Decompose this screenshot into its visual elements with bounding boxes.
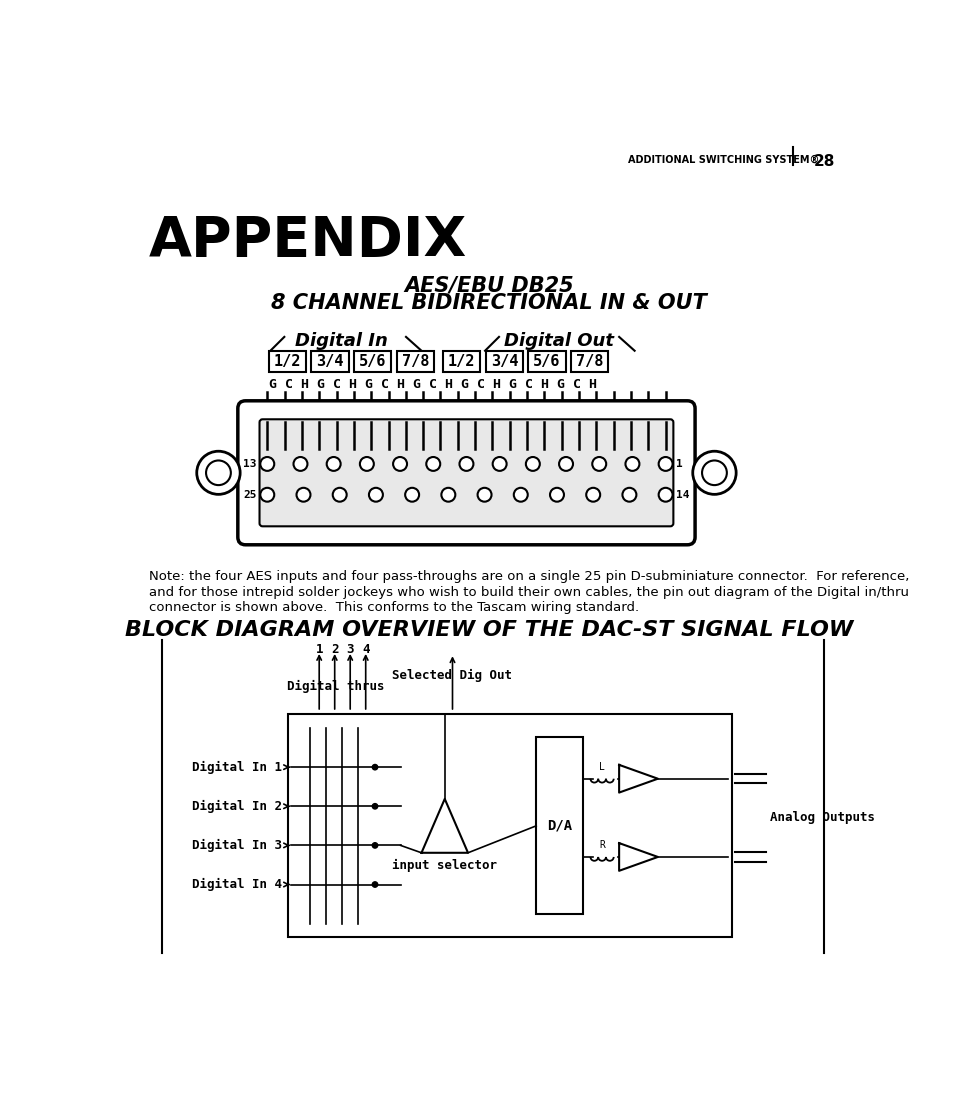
Circle shape	[326, 457, 340, 470]
Text: Digital In 4: Digital In 4	[192, 878, 282, 891]
Text: 4: 4	[361, 642, 369, 655]
Text: 3: 3	[346, 642, 354, 655]
Circle shape	[369, 488, 382, 501]
Bar	[536, 737, 582, 914]
Text: and for those intrepid solder jockeys who wish to build their own cables, the pi: and for those intrepid solder jockeys wh…	[149, 586, 908, 599]
Circle shape	[441, 488, 455, 501]
Circle shape	[459, 457, 473, 470]
Circle shape	[621, 488, 636, 501]
Text: 7/8: 7/8	[401, 354, 429, 369]
Circle shape	[405, 488, 418, 501]
Text: R: R	[598, 840, 604, 850]
Text: L: L	[598, 762, 604, 772]
FancyBboxPatch shape	[259, 420, 673, 526]
Circle shape	[393, 457, 407, 470]
Circle shape	[592, 457, 605, 470]
Text: 13: 13	[243, 459, 256, 469]
Text: 3/4: 3/4	[490, 354, 517, 369]
Circle shape	[514, 488, 527, 501]
Text: 1/2: 1/2	[448, 354, 475, 369]
Polygon shape	[618, 844, 658, 871]
Text: 8 CHANNEL BIDIRECTIONAL IN & OUT: 8 CHANNEL BIDIRECTIONAL IN & OUT	[271, 293, 706, 313]
Circle shape	[372, 765, 377, 769]
Circle shape	[701, 461, 726, 485]
Circle shape	[196, 452, 240, 495]
Text: 3/4: 3/4	[316, 354, 343, 369]
Circle shape	[692, 452, 736, 495]
Circle shape	[525, 457, 539, 470]
Circle shape	[658, 457, 672, 470]
Circle shape	[260, 488, 274, 501]
Circle shape	[585, 488, 599, 501]
Text: 2: 2	[331, 642, 338, 655]
Circle shape	[359, 457, 374, 470]
Polygon shape	[618, 765, 658, 793]
Text: AES/EBU DB25: AES/EBU DB25	[404, 276, 573, 296]
Circle shape	[477, 488, 491, 501]
Text: 28: 28	[813, 154, 834, 169]
FancyBboxPatch shape	[485, 351, 522, 372]
Text: Digital In 1: Digital In 1	[192, 761, 282, 774]
Circle shape	[372, 882, 377, 887]
Text: Digital thrus: Digital thrus	[287, 681, 385, 693]
Text: 1/2: 1/2	[274, 354, 301, 369]
Circle shape	[206, 461, 231, 485]
Text: 5/6: 5/6	[533, 354, 560, 369]
FancyBboxPatch shape	[237, 401, 695, 545]
Text: ADDITIONAL SWITCHING SYSTEM®: ADDITIONAL SWITCHING SYSTEM®	[627, 154, 819, 165]
Text: G C H G C H G C H G C H G C H G C H G C H: G C H G C H G C H G C H G C H G C H G C …	[269, 379, 597, 392]
FancyBboxPatch shape	[443, 351, 480, 372]
Text: BLOCK DIAGRAM OVERVIEW OF THE DAC-ST SIGNAL FLOW: BLOCK DIAGRAM OVERVIEW OF THE DAC-ST SIG…	[125, 620, 852, 640]
Circle shape	[558, 457, 573, 470]
Circle shape	[550, 488, 563, 501]
Text: Digital Out: Digital Out	[503, 331, 613, 350]
Circle shape	[294, 457, 307, 470]
Circle shape	[260, 457, 274, 470]
Text: APPENDIX: APPENDIX	[149, 214, 466, 268]
Text: connector is shown above.  This conforms to the Tascam wiring standard.: connector is shown above. This conforms …	[149, 601, 639, 614]
Text: 7/8: 7/8	[576, 354, 602, 369]
Text: Note: the four AES inputs and four pass-throughs are on a single 25 pin D-submin: Note: the four AES inputs and four pass-…	[149, 570, 908, 583]
Bar	[288, 714, 731, 938]
FancyBboxPatch shape	[571, 351, 608, 372]
Text: Selected Dig Out: Selected Dig Out	[392, 669, 512, 682]
Text: Digital In 3: Digital In 3	[192, 839, 282, 852]
Circle shape	[658, 488, 672, 501]
Text: 1: 1	[676, 459, 682, 469]
Polygon shape	[421, 799, 468, 852]
Text: D/A: D/A	[546, 819, 572, 832]
Circle shape	[372, 842, 377, 848]
FancyBboxPatch shape	[311, 351, 348, 372]
FancyBboxPatch shape	[269, 351, 306, 372]
Text: 1: 1	[315, 642, 323, 655]
Text: input selector: input selector	[392, 859, 497, 872]
Text: 5/6: 5/6	[358, 354, 386, 369]
FancyBboxPatch shape	[396, 351, 434, 372]
FancyBboxPatch shape	[354, 351, 391, 372]
Circle shape	[492, 457, 506, 470]
Circle shape	[625, 457, 639, 470]
Circle shape	[426, 457, 439, 470]
Text: Analog Outputs: Analog Outputs	[769, 811, 874, 825]
Circle shape	[296, 488, 310, 501]
Text: 14: 14	[676, 489, 689, 499]
Text: Digital In: Digital In	[294, 331, 388, 350]
Text: Digital In 2: Digital In 2	[192, 799, 282, 813]
Circle shape	[372, 804, 377, 809]
FancyBboxPatch shape	[528, 351, 565, 372]
Text: 25: 25	[243, 489, 256, 499]
Circle shape	[333, 488, 346, 501]
